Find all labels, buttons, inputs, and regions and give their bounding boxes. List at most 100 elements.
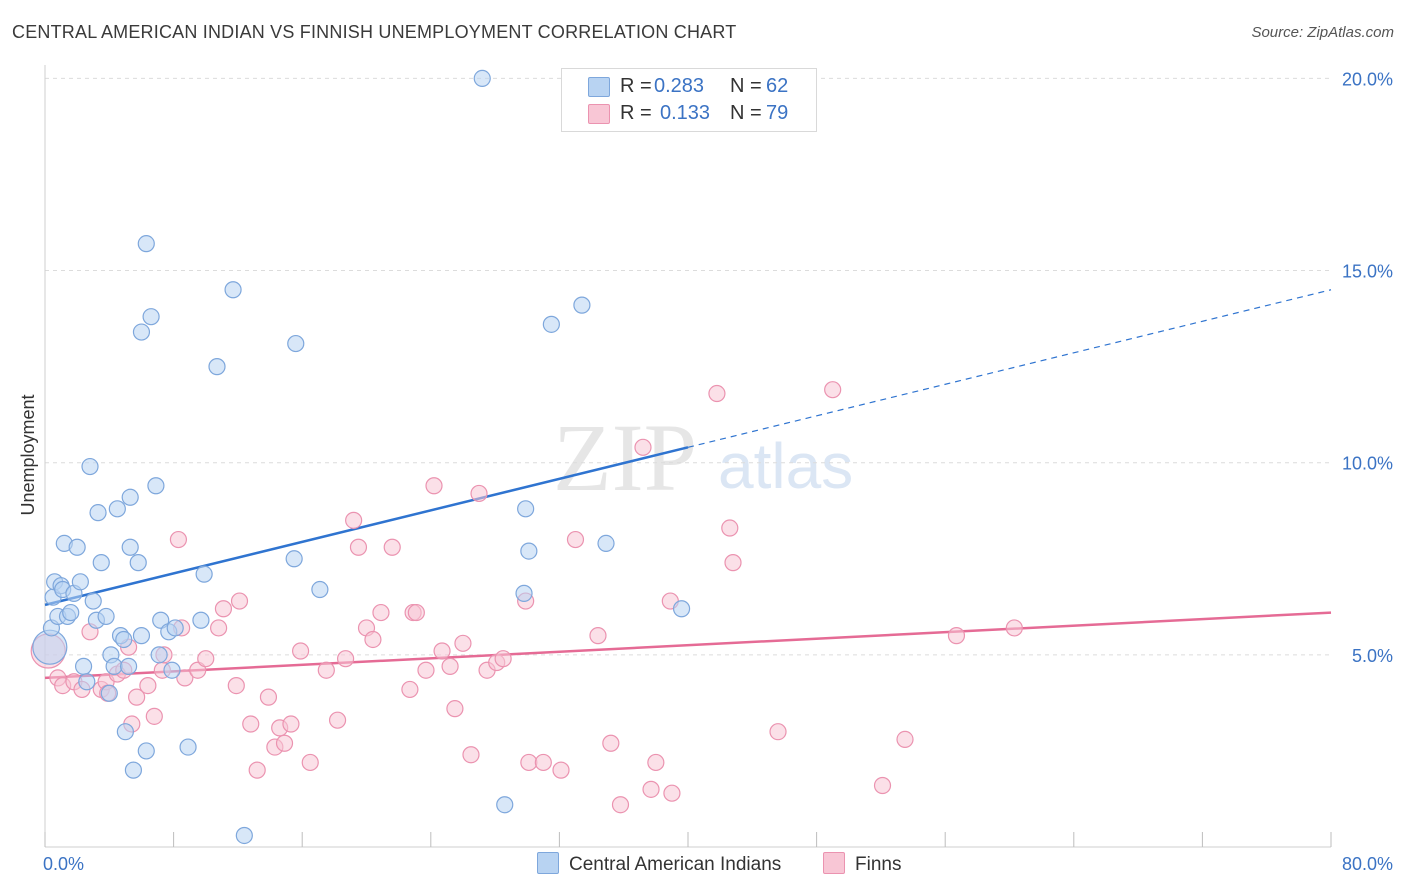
point-central-american-indians	[132, 323, 151, 341]
point-central-american-indians	[597, 534, 615, 553]
point-finns	[425, 477, 443, 495]
point-central-american-indians	[62, 603, 80, 622]
point-central-american-indians	[473, 69, 491, 88]
point-finns	[441, 657, 459, 675]
point-finns	[176, 669, 194, 687]
point-central-american-indians	[235, 826, 253, 845]
x-tick-labels: 0.0% 80.0%	[43, 854, 1393, 874]
point-central-american-indians	[515, 584, 533, 602]
legend-r-value: 0.283	[654, 75, 705, 97]
point-central-american-indians	[287, 334, 305, 353]
point-finns	[470, 484, 488, 503]
legend-n-label: N =	[730, 102, 762, 124]
point-finns	[328, 711, 347, 729]
point-finns	[210, 619, 228, 637]
watermark-atlas: atlas	[718, 430, 853, 502]
legend-r-label: R =	[620, 102, 652, 124]
point-finns	[349, 538, 368, 556]
point-finns	[534, 753, 552, 772]
point-finns	[282, 715, 300, 733]
point-finns	[520, 753, 538, 772]
x-tick-label: 0.0%	[43, 854, 84, 874]
point-finns	[169, 530, 188, 549]
y-tick-label: 10.0%	[1342, 454, 1393, 474]
watermark: ZIP atlas	[553, 404, 853, 511]
point-central-american-indians	[150, 646, 168, 664]
point-finns	[259, 688, 278, 706]
point-finns	[317, 661, 335, 679]
legend-swatch-blue	[588, 77, 610, 97]
point-finns	[602, 734, 620, 752]
axes	[44, 65, 1332, 848]
point-central-american-indians	[142, 308, 160, 326]
stats-legend: R = 0.283 N = 62 R = 0.133 N = 79	[561, 68, 817, 132]
point-central-american-indians	[163, 661, 181, 679]
point-central-american-indians	[311, 580, 329, 599]
point-finns	[128, 688, 146, 706]
point-finns	[230, 592, 249, 610]
point-central-american-indians	[137, 235, 155, 253]
point-finns	[401, 680, 419, 699]
point-central-american-indians	[105, 657, 123, 675]
point-finns	[433, 642, 451, 660]
legend-r-label: R =	[620, 75, 652, 97]
point-finns	[724, 554, 742, 572]
point-finns	[417, 661, 435, 679]
point-central-american-indians	[496, 796, 514, 814]
point-finns	[275, 734, 294, 752]
point-central-american-indians	[116, 723, 134, 741]
trend-line-extension-central-american-indians	[687, 289, 1332, 448]
point-finns	[589, 627, 607, 645]
point-central-american-indians	[137, 742, 155, 760]
y-tick-label: 15.0%	[1342, 262, 1393, 282]
gridlines	[45, 77, 1331, 656]
point-central-american-indians	[517, 500, 535, 518]
point-finns	[566, 530, 585, 549]
point-finns	[227, 676, 245, 695]
point-central-american-indians	[78, 673, 96, 691]
legend-n-value: 79	[766, 102, 789, 124]
point-central-american-indians	[74, 657, 93, 675]
chart-title: CENTRAL AMERICAN INDIAN VS FINNISH UNEMP…	[12, 22, 737, 42]
trend-lines	[44, 289, 1332, 680]
point-central-american-indians	[542, 315, 560, 333]
point-central-american-indians	[68, 538, 86, 556]
point-finns	[383, 538, 401, 556]
point-finns	[248, 761, 266, 779]
point-central-american-indians	[121, 538, 139, 556]
point-finns	[663, 784, 681, 802]
point-finns	[896, 730, 914, 748]
point-finns	[647, 753, 665, 772]
point-finns	[611, 796, 630, 814]
point-finns	[769, 723, 787, 741]
point-central-american-indians	[100, 684, 118, 702]
point-central-american-indians	[115, 630, 133, 649]
point-central-american-indians	[84, 592, 102, 610]
y-tick-label: 5.0%	[1352, 646, 1393, 666]
legend-item-central-american-indians: Central American Indians	[537, 852, 781, 876]
y-tick-label: 20.0%	[1342, 69, 1393, 89]
point-central-american-indians	[92, 554, 110, 572]
point-central-american-indians	[573, 296, 591, 314]
point-central-american-indians	[147, 477, 165, 495]
point-central-american-indians	[81, 457, 99, 476]
point-finns	[301, 753, 319, 772]
point-central-american-indians	[129, 554, 147, 572]
point-finns	[708, 384, 726, 403]
point-finns	[364, 630, 382, 649]
point-central-american-indians	[121, 488, 139, 506]
x-tick-label: 80.0%	[1342, 854, 1393, 874]
point-central-american-indians	[119, 657, 138, 675]
point-finns	[139, 676, 157, 695]
point-central-american-indians	[208, 358, 226, 376]
point-finns	[291, 642, 310, 660]
data-points	[30, 69, 1023, 845]
source-label: Source: ZipAtlas.com	[1251, 24, 1394, 41]
point-central-american-indians	[97, 607, 115, 626]
y-axis-label: Unemployment	[18, 394, 38, 515]
point-finns	[947, 627, 966, 645]
point-central-american-indians	[179, 738, 197, 756]
point-finns	[197, 650, 215, 668]
legend-swatch-blue	[537, 852, 559, 874]
